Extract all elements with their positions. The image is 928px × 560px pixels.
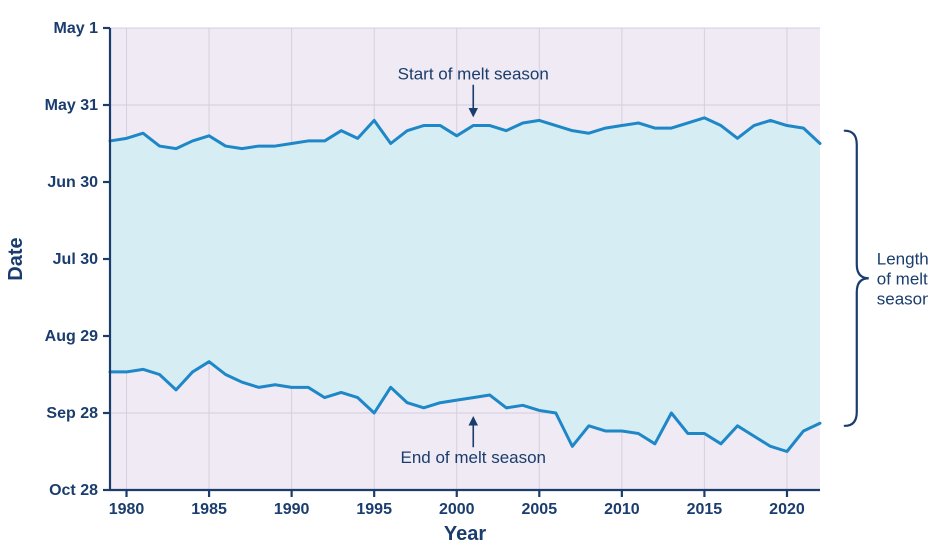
y-tick-label: Aug 29 [45, 328, 98, 345]
chart-svg: 1980 1985 1990 1995 2000 2005 2010 2015 2020 May … [0, 0, 928, 560]
x-tick-label: 2000 [439, 501, 475, 518]
end-annotation-label: End of melt season [400, 448, 546, 467]
y-tick-label: Jul 30 [53, 251, 98, 268]
x-tick-label: 1985 [191, 501, 227, 518]
x-tick-label: 1990 [274, 501, 310, 518]
y-tick-label: Jun 30 [47, 174, 98, 191]
start-annotation-label: Start of melt season [398, 65, 549, 84]
length-brace-label: Lengthof meltseason [877, 249, 928, 308]
length-brace [845, 131, 869, 426]
y-tick-label: Oct 28 [49, 482, 98, 499]
x-tick-label: 1980 [109, 501, 145, 518]
y-tick-label: Sep 28 [46, 405, 98, 422]
y-axis-title: Date [5, 237, 27, 280]
x-tick-label: 1995 [356, 501, 392, 518]
melt-season-chart: 1980 1985 1990 1995 2000 2005 2010 2015 2020 May … [0, 0, 928, 560]
x-tick-label: 2015 [687, 501, 723, 518]
x-tick-label: 2005 [522, 501, 558, 518]
x-axis-title: Year [444, 523, 486, 545]
y-tick-label: May 1 [54, 20, 99, 37]
y-tick-label: May 31 [45, 97, 98, 114]
x-tick-label: 2020 [769, 501, 805, 518]
x-tick-label: 2010 [604, 501, 640, 518]
